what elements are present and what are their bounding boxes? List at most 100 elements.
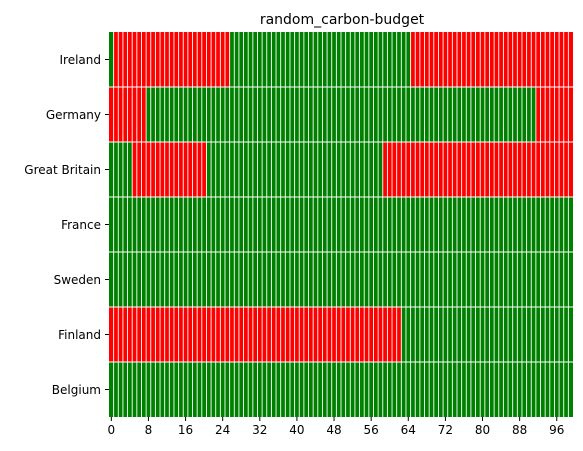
heatmap-cell (169, 197, 174, 252)
heatmap-cell (234, 197, 239, 252)
heatmap-cell (173, 87, 179, 142)
heatmap-cell (271, 362, 277, 417)
heatmap-cell (327, 197, 332, 252)
heatmap-cell (276, 362, 281, 417)
heatmap-cell (313, 307, 318, 362)
heatmap-cell (540, 197, 546, 252)
heatmap-cell (405, 32, 411, 87)
heatmap-cell (382, 142, 388, 197)
heatmap-cell (443, 142, 448, 197)
heatmap-cell (373, 142, 379, 197)
heatmap-cell (350, 252, 355, 307)
heatmap-cell (248, 32, 253, 87)
heatmap-cell (308, 362, 314, 417)
heatmap-cell (215, 362, 221, 417)
heatmap-cell (461, 87, 467, 142)
heatmap-cell (294, 32, 300, 87)
heatmap-cell (336, 197, 341, 252)
heatmap-cell (382, 32, 388, 87)
heatmap-cell (299, 87, 304, 142)
heatmap-cell (118, 142, 123, 197)
heatmap-cell (554, 252, 560, 307)
heatmap-cell (396, 197, 402, 252)
heatmap-cell (531, 252, 536, 307)
heatmap-cell (489, 142, 495, 197)
heatmap-cell (498, 252, 504, 307)
heatmap-cell (303, 87, 309, 142)
heatmap-cell (401, 197, 406, 252)
heatmap-cell (313, 87, 318, 142)
heatmap-cell (118, 197, 123, 252)
heatmap-cell (327, 87, 332, 142)
heatmap-cell (521, 362, 527, 417)
heatmap-cell (540, 252, 546, 307)
heatmap-cell (132, 142, 137, 197)
heatmap-cell (211, 197, 216, 252)
heatmap-cell (568, 32, 573, 87)
heatmap-cell (285, 252, 290, 307)
heatmap-cell (549, 197, 555, 252)
heatmap-cell (150, 32, 156, 87)
heatmap-cell (484, 32, 490, 87)
heatmap-cell (345, 142, 351, 197)
heatmap-cell (484, 142, 490, 197)
heatmap-cell (382, 87, 388, 142)
heatmap-cell (146, 197, 151, 252)
heatmap-cell (559, 252, 564, 307)
heatmap-cell (489, 252, 495, 307)
heatmap-cell (438, 32, 444, 87)
heatmap-cell (470, 252, 476, 307)
heatmap-cell (549, 32, 555, 87)
heatmap-cell (359, 142, 365, 197)
heatmap-cell (480, 307, 485, 362)
heatmap-cell (252, 32, 258, 87)
heatmap-cell (410, 362, 416, 417)
heatmap-cell (280, 32, 286, 87)
heatmap-cell (164, 362, 170, 417)
heatmap-cell (526, 32, 532, 87)
heatmap-cell (415, 252, 420, 307)
heatmap-cell (489, 32, 495, 87)
heatmap-cell (127, 307, 133, 362)
heatmap-cell (317, 32, 323, 87)
heatmap-cell (341, 252, 346, 307)
heatmap-cell (480, 197, 485, 252)
heatmap-cell (225, 362, 230, 417)
heatmap-cell (405, 142, 411, 197)
heatmap-cell (336, 142, 341, 197)
heatmap-cell (466, 142, 471, 197)
heatmap-cell (169, 87, 174, 142)
heatmap-cell (160, 307, 165, 362)
heatmap-cell (206, 87, 212, 142)
heatmap-cell (248, 307, 253, 362)
heatmap-cell (475, 252, 481, 307)
heatmap-cell (554, 307, 560, 362)
heatmap-cell (396, 362, 402, 417)
heatmap-cell (201, 307, 207, 362)
x-tick-label: 64 (401, 423, 416, 437)
heatmap-cell (447, 197, 453, 252)
heatmap-cell (122, 362, 128, 417)
heatmap-cell (146, 362, 151, 417)
heatmap-cell (512, 307, 518, 362)
heatmap-cell (238, 142, 244, 197)
heatmap-cell (470, 362, 476, 417)
heatmap-cell (512, 87, 518, 142)
x-tick-label: 72 (438, 423, 453, 437)
heatmap-cell (405, 197, 411, 252)
heatmap-cell (415, 197, 420, 252)
heatmap-cell (545, 142, 550, 197)
heatmap-cell (266, 252, 272, 307)
heatmap-cell (183, 32, 188, 87)
heatmap-cell (109, 197, 114, 252)
heatmap-cell (359, 32, 365, 87)
heatmap-cell (549, 362, 555, 417)
heatmap-cell (109, 307, 114, 362)
heatmap-cell (118, 32, 123, 87)
heatmap-cell (192, 197, 198, 252)
heatmap-cell (197, 142, 202, 197)
x-tick-label: 48 (326, 423, 341, 437)
heatmap-cell (173, 362, 179, 417)
heatmap-cell (466, 252, 471, 307)
heatmap-cell (401, 307, 406, 362)
